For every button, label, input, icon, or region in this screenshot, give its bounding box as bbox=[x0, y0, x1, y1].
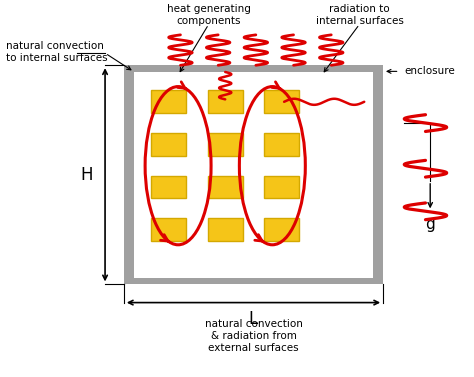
Text: natural convection
& radiation from
external surfaces: natural convection & radiation from exte… bbox=[205, 319, 302, 352]
Text: enclosure: enclosure bbox=[404, 66, 455, 77]
Bar bbox=[134, 72, 373, 277]
Bar bbox=[151, 90, 186, 113]
Text: natural convection
to internal surfaces: natural convection to internal surfaces bbox=[6, 41, 108, 63]
Bar bbox=[151, 176, 186, 198]
Bar bbox=[208, 176, 243, 198]
Text: radiation to
internal surfaces: radiation to internal surfaces bbox=[316, 5, 403, 26]
Bar bbox=[208, 90, 243, 113]
Bar bbox=[208, 218, 243, 241]
Bar bbox=[264, 90, 300, 113]
Text: heat generating
components: heat generating components bbox=[167, 5, 251, 26]
Bar bbox=[264, 218, 300, 241]
Bar bbox=[124, 65, 383, 284]
Bar bbox=[264, 133, 300, 156]
Bar bbox=[151, 218, 186, 241]
Text: g: g bbox=[425, 218, 435, 232]
Bar bbox=[208, 133, 243, 156]
Bar bbox=[151, 133, 186, 156]
Bar bbox=[264, 176, 300, 198]
Text: H: H bbox=[80, 166, 92, 184]
Text: L: L bbox=[249, 310, 258, 328]
